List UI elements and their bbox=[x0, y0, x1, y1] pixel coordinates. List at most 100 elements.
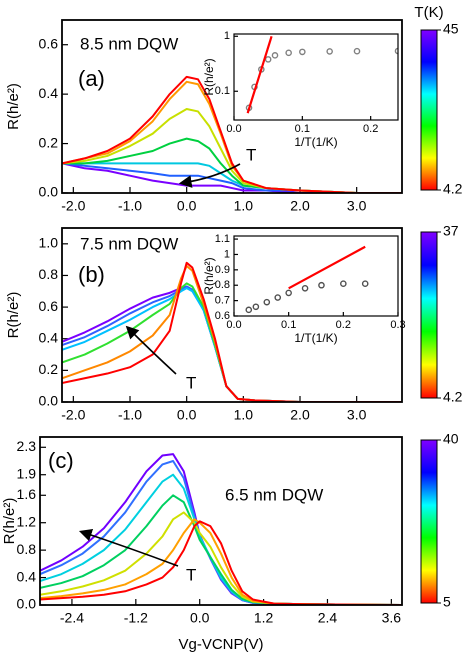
colorbar bbox=[420, 439, 438, 604]
y-tick-label: 0.0 bbox=[39, 393, 59, 409]
arrow bbox=[178, 163, 241, 188]
x-tick-label: 0.1 bbox=[281, 319, 296, 331]
y-tick-label: 1 bbox=[224, 248, 230, 260]
colorbar-tick-label: 37 bbox=[443, 223, 459, 239]
marker bbox=[326, 48, 333, 55]
plot-area bbox=[62, 75, 402, 193]
annotation: T bbox=[186, 373, 196, 392]
marker bbox=[361, 280, 369, 287]
annotation: T bbox=[186, 565, 196, 584]
x-tick-label: 0.0 bbox=[177, 407, 197, 423]
y-axis-label: R(h/e²) bbox=[1, 498, 18, 545]
y-tick-label: 0.4 bbox=[17, 568, 37, 584]
panel-label: (c) bbox=[48, 448, 74, 473]
marker bbox=[340, 280, 347, 287]
marker bbox=[299, 48, 306, 56]
marker bbox=[245, 306, 253, 314]
y-tick-label: 1.6 bbox=[17, 486, 37, 502]
plot-area bbox=[40, 453, 402, 605]
curve bbox=[62, 162, 402, 193]
colorbar-tick-label: 4.2 bbox=[443, 389, 463, 405]
x-tick-label: 0.2 bbox=[336, 319, 351, 331]
y-tick-label: 1.2 bbox=[17, 513, 37, 529]
y-tick-label: 0.1 bbox=[215, 85, 230, 97]
x-tick-label: 2.0 bbox=[290, 407, 310, 423]
inset-x-label: 1/T(1/K) bbox=[294, 331, 337, 345]
y-tick-label: 0.0 bbox=[17, 596, 37, 612]
y-tick-label: 0.6 bbox=[39, 298, 59, 314]
y-tick-label: 0.6 bbox=[215, 310, 230, 322]
y-axis-label: R(h/e²) bbox=[5, 292, 22, 339]
panel-label: (a) bbox=[78, 66, 105, 91]
colorbar-tick-label: 40 bbox=[443, 431, 459, 447]
y-tick-label: 1.9 bbox=[17, 465, 37, 481]
marker bbox=[318, 281, 325, 289]
y-tick-label: 0.2 bbox=[39, 134, 59, 150]
colorbar-tick-label: 4.2 bbox=[443, 181, 463, 197]
colorbar-tick-label: 45 bbox=[443, 21, 459, 37]
colorbar-label: T(K) bbox=[414, 4, 443, 21]
inset-bg bbox=[234, 236, 398, 316]
marker bbox=[252, 303, 260, 311]
x-tick-label: 3.6 bbox=[382, 610, 402, 626]
x-tick-label: 0.0 bbox=[177, 198, 197, 214]
curve bbox=[40, 494, 402, 605]
marker bbox=[271, 52, 279, 59]
axes-frame bbox=[233, 235, 399, 317]
marker bbox=[285, 289, 292, 297]
x-axis-label: Vg-VCNP(V) bbox=[178, 636, 263, 653]
inset-bg bbox=[234, 34, 398, 120]
x-tick-label: 2.0 bbox=[290, 198, 310, 214]
curve bbox=[40, 473, 402, 605]
marker bbox=[274, 294, 282, 301]
marker bbox=[353, 47, 361, 55]
curve bbox=[62, 261, 402, 402]
curve bbox=[40, 518, 402, 605]
curve bbox=[62, 75, 402, 193]
arrow bbox=[78, 528, 179, 567]
axes-frame bbox=[233, 33, 399, 121]
y-tick-label: 0.0 bbox=[39, 184, 59, 200]
inset-y-label: R(h/e²) bbox=[202, 257, 216, 294]
curve bbox=[40, 520, 402, 605]
plot-area bbox=[245, 245, 369, 314]
marker bbox=[301, 285, 309, 292]
y-tick-label: 0.8 bbox=[215, 279, 230, 291]
axes-frame bbox=[61, 227, 403, 403]
x-tick-label: 0.2 bbox=[363, 123, 378, 135]
y-tick-label: 0.8 bbox=[17, 541, 37, 557]
x-tick-label: -2.0 bbox=[61, 198, 85, 214]
y-tick-label: 0.7 bbox=[215, 295, 230, 307]
axes-frame bbox=[61, 19, 403, 194]
y-tick-label: 0.6 bbox=[39, 35, 59, 51]
y-tick-label: 0.2 bbox=[39, 361, 59, 377]
arrow bbox=[125, 325, 177, 375]
y-tick-label: 1.0 bbox=[39, 235, 59, 251]
y-tick-label: 0.4 bbox=[39, 85, 59, 101]
x-tick-label: -1.0 bbox=[118, 407, 142, 423]
x-tick-label: -1.2 bbox=[124, 610, 148, 626]
colorbar-tick-label: 5 bbox=[443, 594, 451, 610]
x-tick-label: -2.4 bbox=[60, 610, 84, 626]
panel-label: (b) bbox=[78, 262, 105, 287]
x-tick-label: -1.0 bbox=[118, 198, 142, 214]
x-tick-label: 3.0 bbox=[347, 198, 367, 214]
x-tick-label: 2.4 bbox=[318, 610, 338, 626]
curve bbox=[62, 162, 402, 193]
colorbar bbox=[420, 29, 438, 191]
x-tick-label: 0.3 bbox=[390, 319, 405, 331]
x-tick-label: 0.1 bbox=[295, 123, 310, 135]
x-tick-label: 1.2 bbox=[254, 610, 274, 626]
panel-title: 6.5 nm DQW bbox=[225, 485, 323, 504]
curve bbox=[288, 245, 366, 290]
inset-y-label: R(h/e²) bbox=[202, 58, 216, 95]
marker bbox=[264, 56, 272, 63]
marker bbox=[263, 298, 271, 306]
x-tick-label: 0.0 bbox=[226, 319, 241, 331]
plot-area bbox=[62, 261, 402, 402]
y-tick-label: 0.4 bbox=[39, 329, 59, 345]
x-tick-label: 0.0 bbox=[190, 610, 210, 626]
y-tick-label: 1.1 bbox=[215, 233, 230, 245]
y-tick-label: 0.8 bbox=[39, 266, 59, 282]
curve bbox=[246, 35, 273, 114]
